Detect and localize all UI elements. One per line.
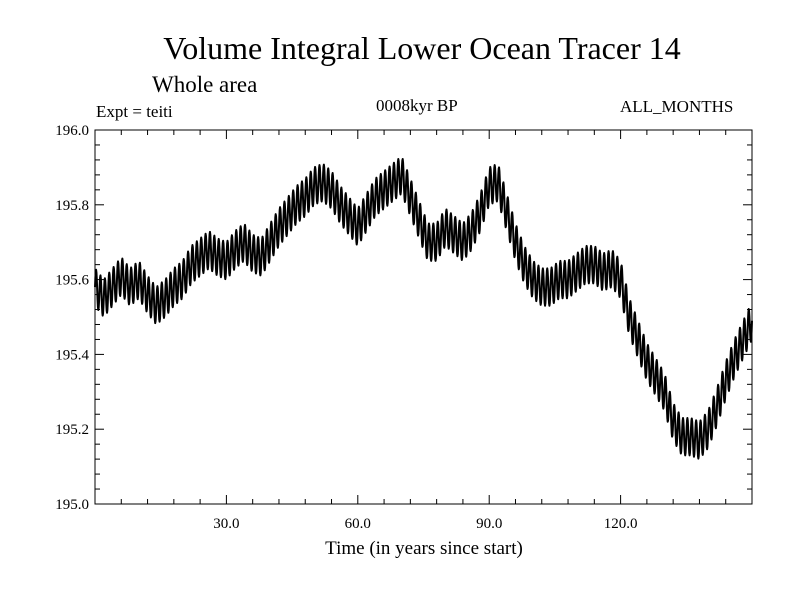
chart-title: Volume Integral Lower Ocean Tracer 14 xyxy=(163,30,681,66)
x-tick-label: 60.0 xyxy=(345,516,371,532)
x-tick-label: 120.0 xyxy=(604,516,638,532)
y-tick-label: 195.4 xyxy=(55,347,89,363)
x-tick-label: 30.0 xyxy=(213,516,239,532)
chart-subtitle: Whole area xyxy=(152,72,258,97)
y-tick-label: 195.6 xyxy=(55,273,89,289)
series-line xyxy=(94,157,753,460)
x-axis-label: Time (in years since start) xyxy=(325,538,523,559)
y-tick-label: 195.2 xyxy=(55,422,89,438)
period-label: 0008kyr BP xyxy=(376,96,458,115)
plot-frame xyxy=(94,129,753,505)
y-tick-label: 195.0 xyxy=(55,497,89,513)
x-tick-label: 90.0 xyxy=(476,516,502,532)
y-tick-label: 196.0 xyxy=(55,123,89,139)
y-tick-label: 195.8 xyxy=(55,198,89,214)
experiment-label: Expt = teiti xyxy=(96,102,173,121)
months-label: ALL_MONTHS xyxy=(620,97,734,116)
